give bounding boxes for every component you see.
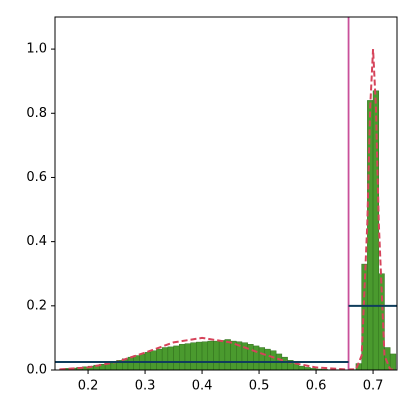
y-tick-label: 0.0 [26, 363, 47, 378]
x-tick-label: 0.7 [363, 379, 384, 394]
x-tick-label: 0.2 [78, 379, 99, 394]
bar [128, 357, 134, 370]
bar [208, 341, 214, 370]
density-curve [60, 49, 396, 370]
bar [282, 357, 288, 370]
bar [162, 348, 168, 370]
x-tick-label: 0.4 [192, 379, 213, 394]
bar [219, 340, 225, 370]
bar [179, 344, 185, 370]
bar [151, 351, 157, 370]
bar [213, 341, 219, 370]
bar [156, 349, 162, 370]
bar [191, 343, 197, 370]
bar [362, 264, 368, 370]
bar [225, 340, 231, 370]
bar [231, 341, 237, 370]
bar [373, 91, 379, 370]
bar [253, 346, 259, 370]
bar [185, 344, 191, 370]
y-tick-label: 0.8 [26, 106, 47, 121]
bar [259, 348, 265, 370]
y-tick-label: 0.2 [26, 298, 47, 313]
x-tick-label: 0.3 [135, 379, 156, 394]
bar [202, 342, 208, 370]
bar [270, 351, 276, 370]
bar [299, 366, 305, 370]
y-tick-label: 0.4 [26, 234, 47, 249]
bar [265, 349, 271, 370]
bar [196, 342, 202, 370]
x-tick-label: 0.6 [306, 379, 327, 394]
bar [168, 347, 174, 370]
x-tick-label: 0.5 [249, 379, 270, 394]
y-tick-label: 0.6 [26, 170, 47, 185]
y-tick-label: 1.0 [26, 42, 47, 57]
bar [174, 346, 180, 370]
bar [390, 354, 396, 370]
plot-frame [55, 17, 397, 370]
